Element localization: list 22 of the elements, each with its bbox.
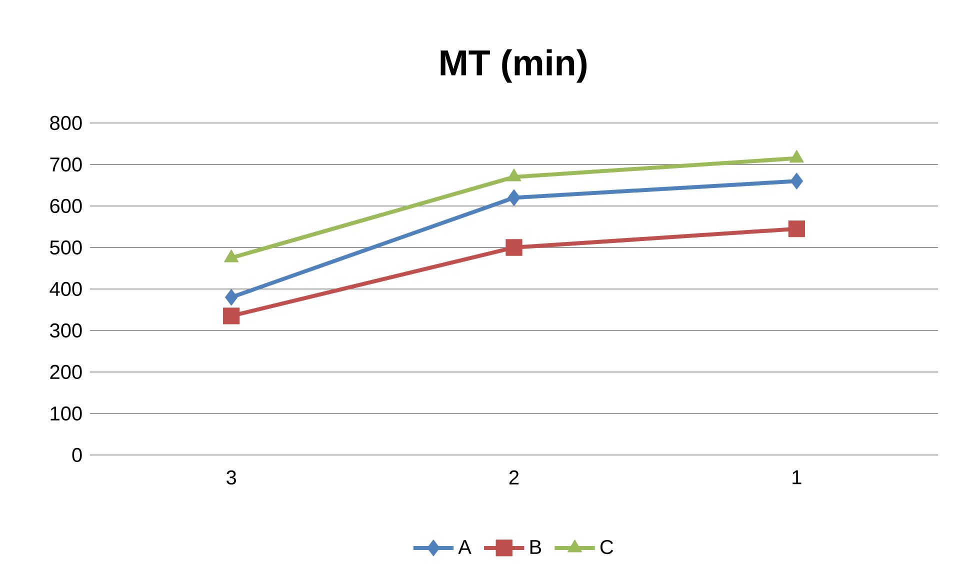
x-tick-label: 1	[792, 470, 802, 484]
y-tick-label: 700	[50, 157, 82, 172]
point	[223, 308, 240, 324]
x-tick-label: 2	[509, 470, 519, 484]
point	[225, 288, 238, 306]
y-tick-label: 500	[50, 240, 82, 255]
y-tick-label: 600	[50, 198, 82, 214]
legend-label: B	[530, 540, 542, 554]
y-tick-label: 800	[50, 116, 82, 130]
y-tick-label: 100	[50, 406, 82, 421]
y-tick-label: 200	[50, 364, 82, 380]
x-tick-label: 3	[226, 470, 236, 485]
point	[790, 172, 804, 190]
y-tick-label: 400	[50, 282, 82, 296]
point	[788, 220, 806, 238]
y-tick-label: 300	[50, 323, 82, 338]
point	[508, 189, 520, 206]
point	[506, 239, 522, 256]
y-tick-label: 0	[72, 448, 82, 462]
legend-label: C	[600, 540, 614, 554]
chart-title: MT (min)	[440, 49, 587, 83]
legend-label: A	[458, 540, 472, 554]
